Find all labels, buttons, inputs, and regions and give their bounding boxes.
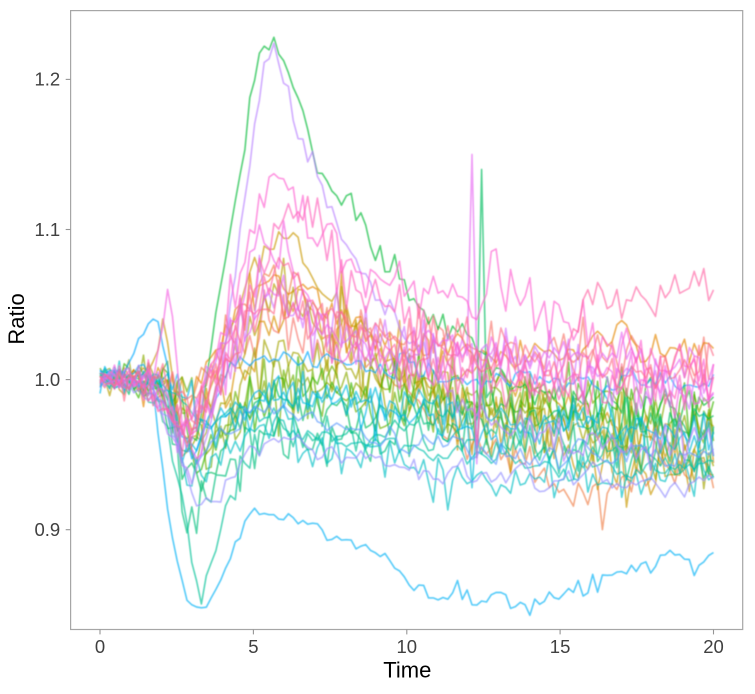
svg-text:0.9: 0.9	[34, 519, 60, 540]
svg-text:1.0: 1.0	[34, 369, 60, 390]
svg-text:10: 10	[397, 636, 418, 657]
svg-text:Ratio: Ratio	[4, 293, 29, 344]
svg-text:20: 20	[703, 636, 724, 657]
svg-text:15: 15	[550, 636, 571, 657]
svg-text:0: 0	[95, 636, 105, 657]
svg-text:Time: Time	[383, 657, 431, 682]
svg-text:1.2: 1.2	[34, 69, 60, 90]
svg-text:1.1: 1.1	[34, 219, 60, 240]
svg-text:5: 5	[248, 636, 258, 657]
